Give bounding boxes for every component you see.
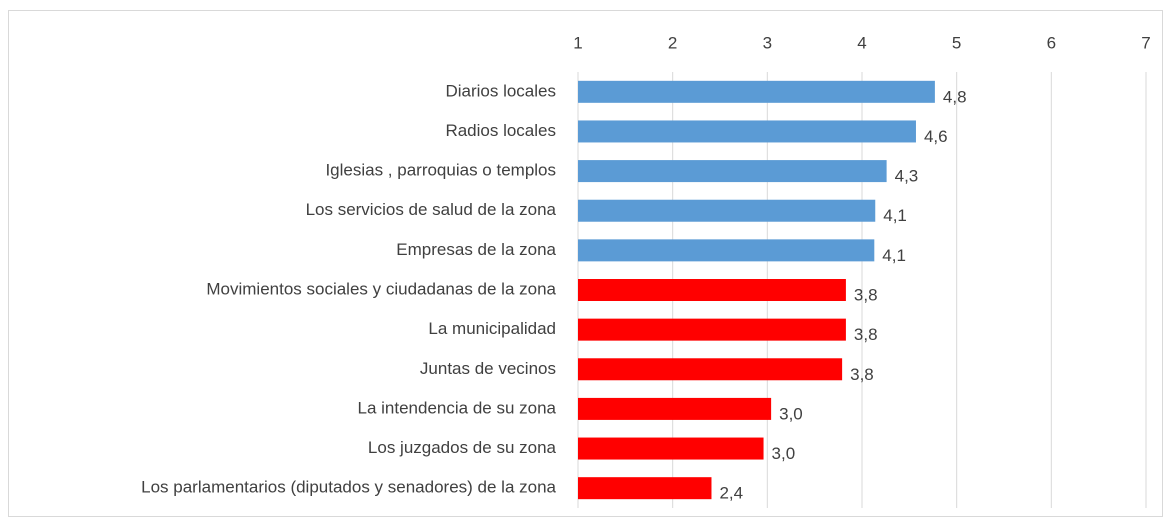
bar — [578, 120, 916, 143]
value-label: 3,8 — [854, 285, 878, 304]
y-tick-label: Los parlamentarios (diputados y senadore… — [141, 478, 556, 497]
value-label: 3,0 — [779, 404, 803, 423]
value-label: 3,8 — [850, 365, 874, 384]
bar — [578, 397, 772, 420]
x-tick-label: 7 — [1141, 33, 1150, 52]
x-tick-label: 2 — [668, 33, 677, 52]
bar — [578, 318, 846, 341]
y-tick-label: Los juzgados de su zona — [368, 438, 557, 457]
value-label: 3,0 — [772, 444, 796, 463]
y-tick-label: Los servicios de salud de la zona — [306, 200, 557, 219]
x-tick-label: 5 — [952, 33, 961, 52]
value-label: 4,1 — [883, 206, 907, 225]
value-label: 2,4 — [719, 484, 743, 503]
bar — [578, 80, 935, 103]
value-label: 4,6 — [924, 127, 948, 146]
value-label: 4,1 — [882, 246, 906, 265]
y-tick-label: La municipalidad — [428, 319, 556, 338]
value-label: 4,3 — [895, 167, 919, 186]
value-label: 3,8 — [854, 325, 878, 344]
y-tick-label: Iglesias , parroquias o templos — [325, 161, 556, 180]
x-tick-label: 3 — [763, 33, 772, 52]
bar — [578, 239, 875, 262]
y-tick-label: Movimientos sociales y ciudadanas de la … — [206, 279, 556, 298]
y-tick-label: Radios locales — [445, 121, 556, 140]
x-tick-label: 1 — [573, 33, 582, 52]
bar — [578, 358, 843, 381]
x-tick-label: 4 — [857, 33, 866, 52]
x-tick-label: 6 — [1047, 33, 1056, 52]
bar — [578, 279, 846, 301]
y-tick-label: Empresas de la zona — [396, 240, 556, 259]
y-tick-label: Juntas de vecinos — [420, 359, 556, 378]
bar — [578, 437, 764, 460]
bar — [578, 477, 712, 500]
value-label: 4,8 — [943, 87, 967, 106]
y-tick-label: Diarios locales — [445, 81, 556, 100]
bar — [578, 160, 887, 183]
bar — [578, 199, 876, 222]
y-tick-label: La intendencia de su zona — [358, 398, 557, 417]
